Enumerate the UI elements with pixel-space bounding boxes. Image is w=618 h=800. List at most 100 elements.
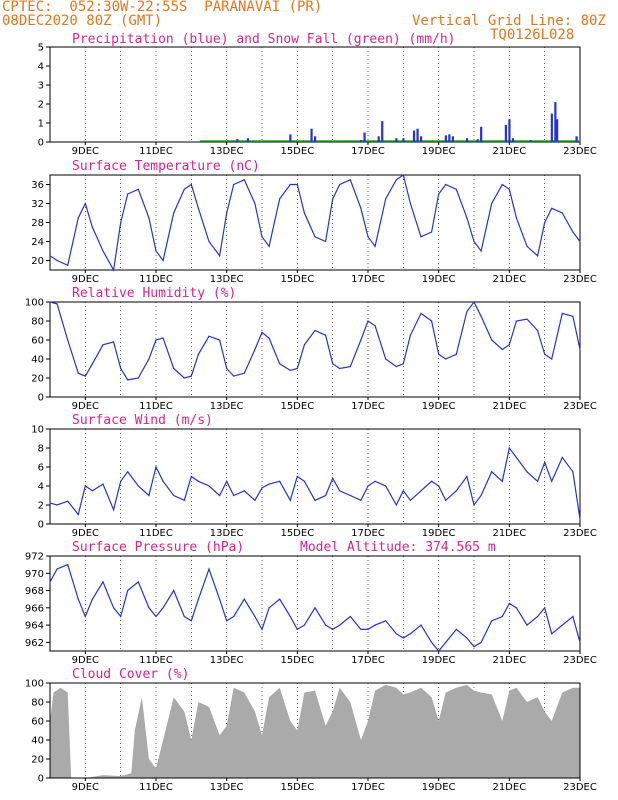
data-point — [466, 310, 468, 313]
data-point — [56, 259, 58, 262]
data-point — [254, 499, 256, 501]
x-tick-label: 15DEC — [280, 401, 314, 412]
data-point — [402, 174, 404, 176]
data-point — [561, 456, 563, 459]
x-tick-label: 19DEC — [422, 146, 456, 157]
data-point — [332, 628, 334, 631]
data-point — [480, 641, 482, 643]
data-point — [219, 339, 221, 341]
data-point — [190, 183, 192, 186]
x-tick-label: 11DEC — [139, 146, 173, 157]
data-point — [491, 339, 493, 341]
data-point — [173, 367, 175, 370]
data-point — [137, 485, 139, 487]
x-tick-label: 13DEC — [210, 528, 244, 539]
x-tick-label: 13DEC — [210, 782, 244, 793]
data-point — [332, 198, 334, 200]
data-point — [120, 615, 122, 618]
data-point — [374, 325, 376, 327]
data-point — [332, 363, 334, 365]
y-tick-label: 60 — [31, 336, 44, 347]
x-tick-label: 21DEC — [492, 655, 526, 666]
x-tick-label: 13DEC — [210, 401, 244, 412]
data-point — [226, 620, 228, 622]
data-point — [501, 183, 503, 186]
data-point — [91, 363, 93, 365]
data-point — [183, 188, 185, 190]
data-point — [102, 581, 104, 583]
y-tick-label: 20 — [31, 755, 44, 766]
data-point — [480, 315, 482, 317]
data-point — [579, 641, 581, 643]
data-point — [409, 202, 411, 205]
data-point — [551, 633, 553, 635]
data-point — [289, 615, 291, 618]
data-point — [466, 217, 468, 219]
data-point — [314, 499, 316, 501]
data-point — [579, 348, 581, 351]
data-point — [289, 499, 291, 501]
data-point — [438, 353, 440, 355]
precip-bar — [550, 113, 553, 142]
data-point — [515, 456, 518, 459]
data-point — [508, 344, 510, 346]
data-point — [56, 568, 58, 570]
x-tick-label: 11DEC — [139, 782, 173, 793]
y-tick-label: 80 — [31, 698, 44, 709]
data-point — [420, 236, 422, 238]
data-point — [551, 480, 553, 482]
data-point — [374, 480, 376, 482]
data-point — [197, 598, 199, 600]
data-point — [49, 581, 51, 583]
y-tick-label: 0 — [38, 138, 44, 149]
precip-bar — [511, 138, 515, 142]
data-point — [491, 202, 493, 205]
data-point — [148, 358, 150, 360]
data-point — [155, 466, 157, 468]
precip-bar — [363, 132, 366, 142]
data-point — [431, 641, 433, 643]
data-point — [148, 607, 150, 609]
data-point — [120, 367, 122, 370]
data-point — [155, 615, 157, 618]
data-point — [219, 255, 221, 257]
data-point — [544, 353, 546, 355]
data-point — [261, 487, 263, 489]
x-tick-label: 23DEC — [563, 528, 597, 539]
y-tick-label: 40 — [31, 355, 44, 366]
data-point — [325, 240, 327, 243]
data-point — [102, 483, 104, 485]
y-tick-label: 972 — [25, 552, 44, 563]
data-point — [190, 475, 192, 478]
precip-bar — [556, 119, 559, 142]
data-point — [544, 607, 546, 609]
data-point — [515, 607, 518, 609]
data-point — [113, 509, 115, 511]
data-point — [261, 236, 263, 238]
data-point — [445, 358, 447, 360]
data-point — [268, 483, 270, 485]
data-point — [190, 620, 192, 622]
data-point — [137, 581, 139, 583]
data-point — [77, 598, 79, 600]
data-point — [289, 369, 291, 371]
data-point — [127, 193, 129, 195]
data-point — [77, 513, 79, 516]
x-tick-label: 15DEC — [280, 146, 314, 157]
data-point — [226, 212, 228, 214]
precip-bar — [444, 135, 447, 142]
data-point — [303, 480, 305, 482]
x-tick-label: 9DEC — [72, 655, 99, 666]
data-point — [91, 598, 93, 600]
x-tick-label: 23DEC — [563, 401, 597, 412]
x-tick-label: 17DEC — [351, 401, 385, 412]
data-point — [409, 334, 411, 336]
precip-bar — [416, 128, 419, 142]
data-point — [303, 344, 305, 346]
data-point — [77, 217, 79, 219]
x-tick-label: 11DEC — [139, 655, 173, 666]
data-point — [508, 188, 510, 190]
data-point — [233, 183, 235, 186]
data-point — [77, 372, 79, 374]
data-point — [303, 624, 305, 626]
